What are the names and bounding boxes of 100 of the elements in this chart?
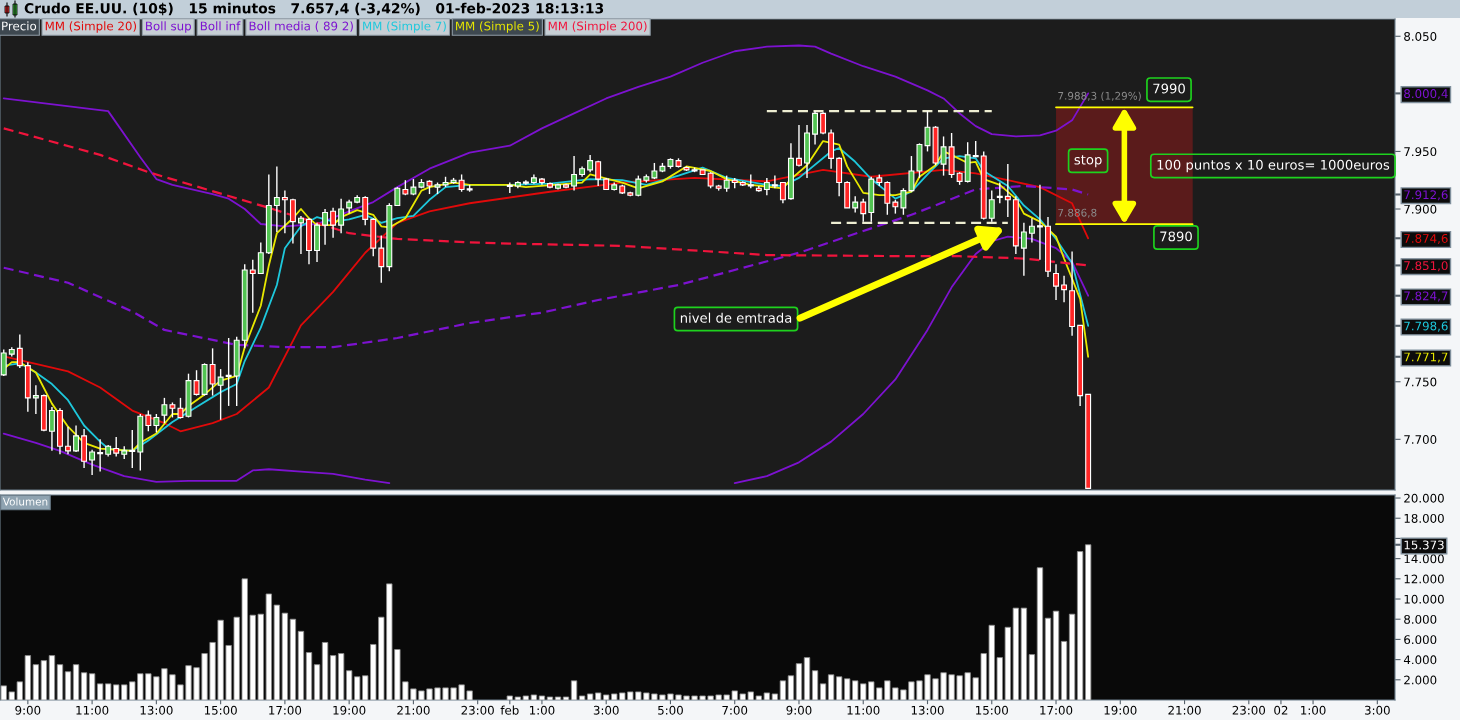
- bar: [787, 675, 795, 700]
- bar: [72, 664, 80, 700]
- annotation: stop: [1074, 155, 1102, 168]
- candlestick: [940, 135, 947, 177]
- x-tick-label: 11:00: [847, 705, 880, 715]
- candlestick: [595, 159, 602, 187]
- candlestick: [362, 195, 369, 226]
- y-tick-label: 7.912,6: [1404, 190, 1448, 201]
- candlestick: [217, 368, 224, 421]
- bar: [1044, 617, 1052, 700]
- bar: [570, 680, 578, 700]
- bar: [321, 642, 329, 700]
- candlestick: [779, 181, 786, 204]
- candlestick: [129, 429, 136, 469]
- y-tick-label: 7.851,0: [1404, 261, 1448, 272]
- candlestick: [97, 438, 104, 473]
- candlestick: [900, 187, 907, 216]
- bar: [80, 672, 88, 700]
- x-tick-label: 3:00: [1364, 705, 1390, 715]
- candlestick: [322, 208, 329, 246]
- text: Boll inf: [200, 21, 241, 31]
- candlestick: [225, 337, 232, 407]
- x-tick-label: 7:00: [722, 705, 748, 715]
- bar: [827, 674, 835, 700]
- candlestick: [988, 189, 995, 223]
- bar: [538, 695, 546, 700]
- bar: [1020, 607, 1028, 700]
- bar: [1052, 610, 1060, 700]
- x-tick-label: 23:00: [461, 705, 494, 715]
- bar: [56, 664, 64, 700]
- x-tick-label: feb: [500, 705, 519, 715]
- x-tick-label: 15:00: [976, 705, 1008, 715]
- candlestick: [113, 436, 120, 458]
- x-tick-label: 11:00: [76, 705, 109, 715]
- candlestick: [249, 258, 256, 314]
- y-tick-label: 20.000: [1404, 493, 1444, 503]
- annotation: 7990: [1153, 83, 1185, 94]
- text: MM (Simple 7): [363, 21, 446, 33]
- y-tick-label: 7.950: [1404, 147, 1437, 157]
- chart-title: Crudo EE.UU. (10$) 15 minutos 7.657,4 (-3,42%) 01-feb-2023 18:13:13: [24, 2, 604, 16]
- annotation: 100 puntos x 10 euros= 1000euros: [1157, 159, 1390, 173]
- candlestick: [0, 348, 7, 377]
- x-tick-label: 3:00: [593, 705, 619, 715]
- bar: [795, 663, 803, 700]
- candlestick: [812, 110, 819, 146]
- candlestick: [16, 333, 23, 369]
- candlestick: [796, 124, 802, 168]
- bar: [578, 695, 586, 700]
- y-tick-label: 7.771,7: [1404, 352, 1448, 363]
- x-tick-label: 9:00: [786, 705, 812, 715]
- x-tick-label: 19:00: [333, 705, 366, 715]
- y-tick-label: 7.750: [1404, 377, 1437, 387]
- candlestick: [378, 234, 385, 284]
- y-tick-label: 7.900: [1404, 204, 1437, 214]
- x-tick-label: 17:00: [1040, 705, 1073, 715]
- candlestick: [257, 241, 264, 275]
- x-tick-label: 13:00: [140, 705, 173, 715]
- y-tick-label: 7.700: [1404, 435, 1437, 444]
- candlestick: [1020, 222, 1027, 277]
- bar: [546, 696, 554, 700]
- candlestick: [89, 448, 96, 476]
- y-tick-label: 14.000: [1404, 554, 1444, 564]
- candlestick: [209, 347, 216, 397]
- bar: [313, 664, 321, 700]
- bar: [1028, 654, 1036, 700]
- candlestick: [771, 174, 778, 189]
- y-tick-label: 7.874,6: [1404, 233, 1448, 245]
- y-tick-label: 8.000,4: [1404, 89, 1448, 100]
- candlestick: [281, 189, 288, 234]
- annotation: 7890: [1160, 231, 1192, 242]
- y-tick-label: 2.000: [1404, 675, 1437, 685]
- bar: [1060, 641, 1068, 700]
- text: MM (Simple 20): [45, 21, 137, 33]
- candlestick: [1028, 217, 1035, 244]
- candlestick: [330, 207, 337, 239]
- candlestick: [153, 413, 160, 434]
- text: Boll media ( 89 2): [249, 21, 353, 32]
- candlestick: [1053, 263, 1059, 301]
- bar: [40, 660, 48, 700]
- bar: [88, 673, 96, 700]
- bar: [803, 657, 811, 700]
- bar: [819, 683, 827, 700]
- bar: [530, 694, 538, 700]
- y-tick-label: 10.000: [1404, 594, 1444, 604]
- x-tick-label: 1:00: [529, 705, 555, 715]
- candlestick: [996, 181, 1003, 204]
- candlestick: [145, 409, 152, 432]
- bar: [1068, 613, 1076, 700]
- candlestick: [1036, 184, 1043, 261]
- candlestick: [1061, 275, 1068, 303]
- candlestick: [908, 155, 915, 193]
- y-tick-label: 7.824,7: [1404, 291, 1448, 302]
- candlestick: [65, 425, 71, 455]
- x-tick-label: 23:00: [1232, 705, 1266, 715]
- x-tick-label: 5:00: [658, 705, 683, 715]
- bar: [48, 655, 56, 700]
- y-tick-label: 6.000: [1404, 635, 1437, 645]
- x-tick-label: 13:00: [911, 705, 944, 715]
- candlestick: [1004, 163, 1011, 218]
- y-tick-label: 4.000: [1403, 655, 1437, 665]
